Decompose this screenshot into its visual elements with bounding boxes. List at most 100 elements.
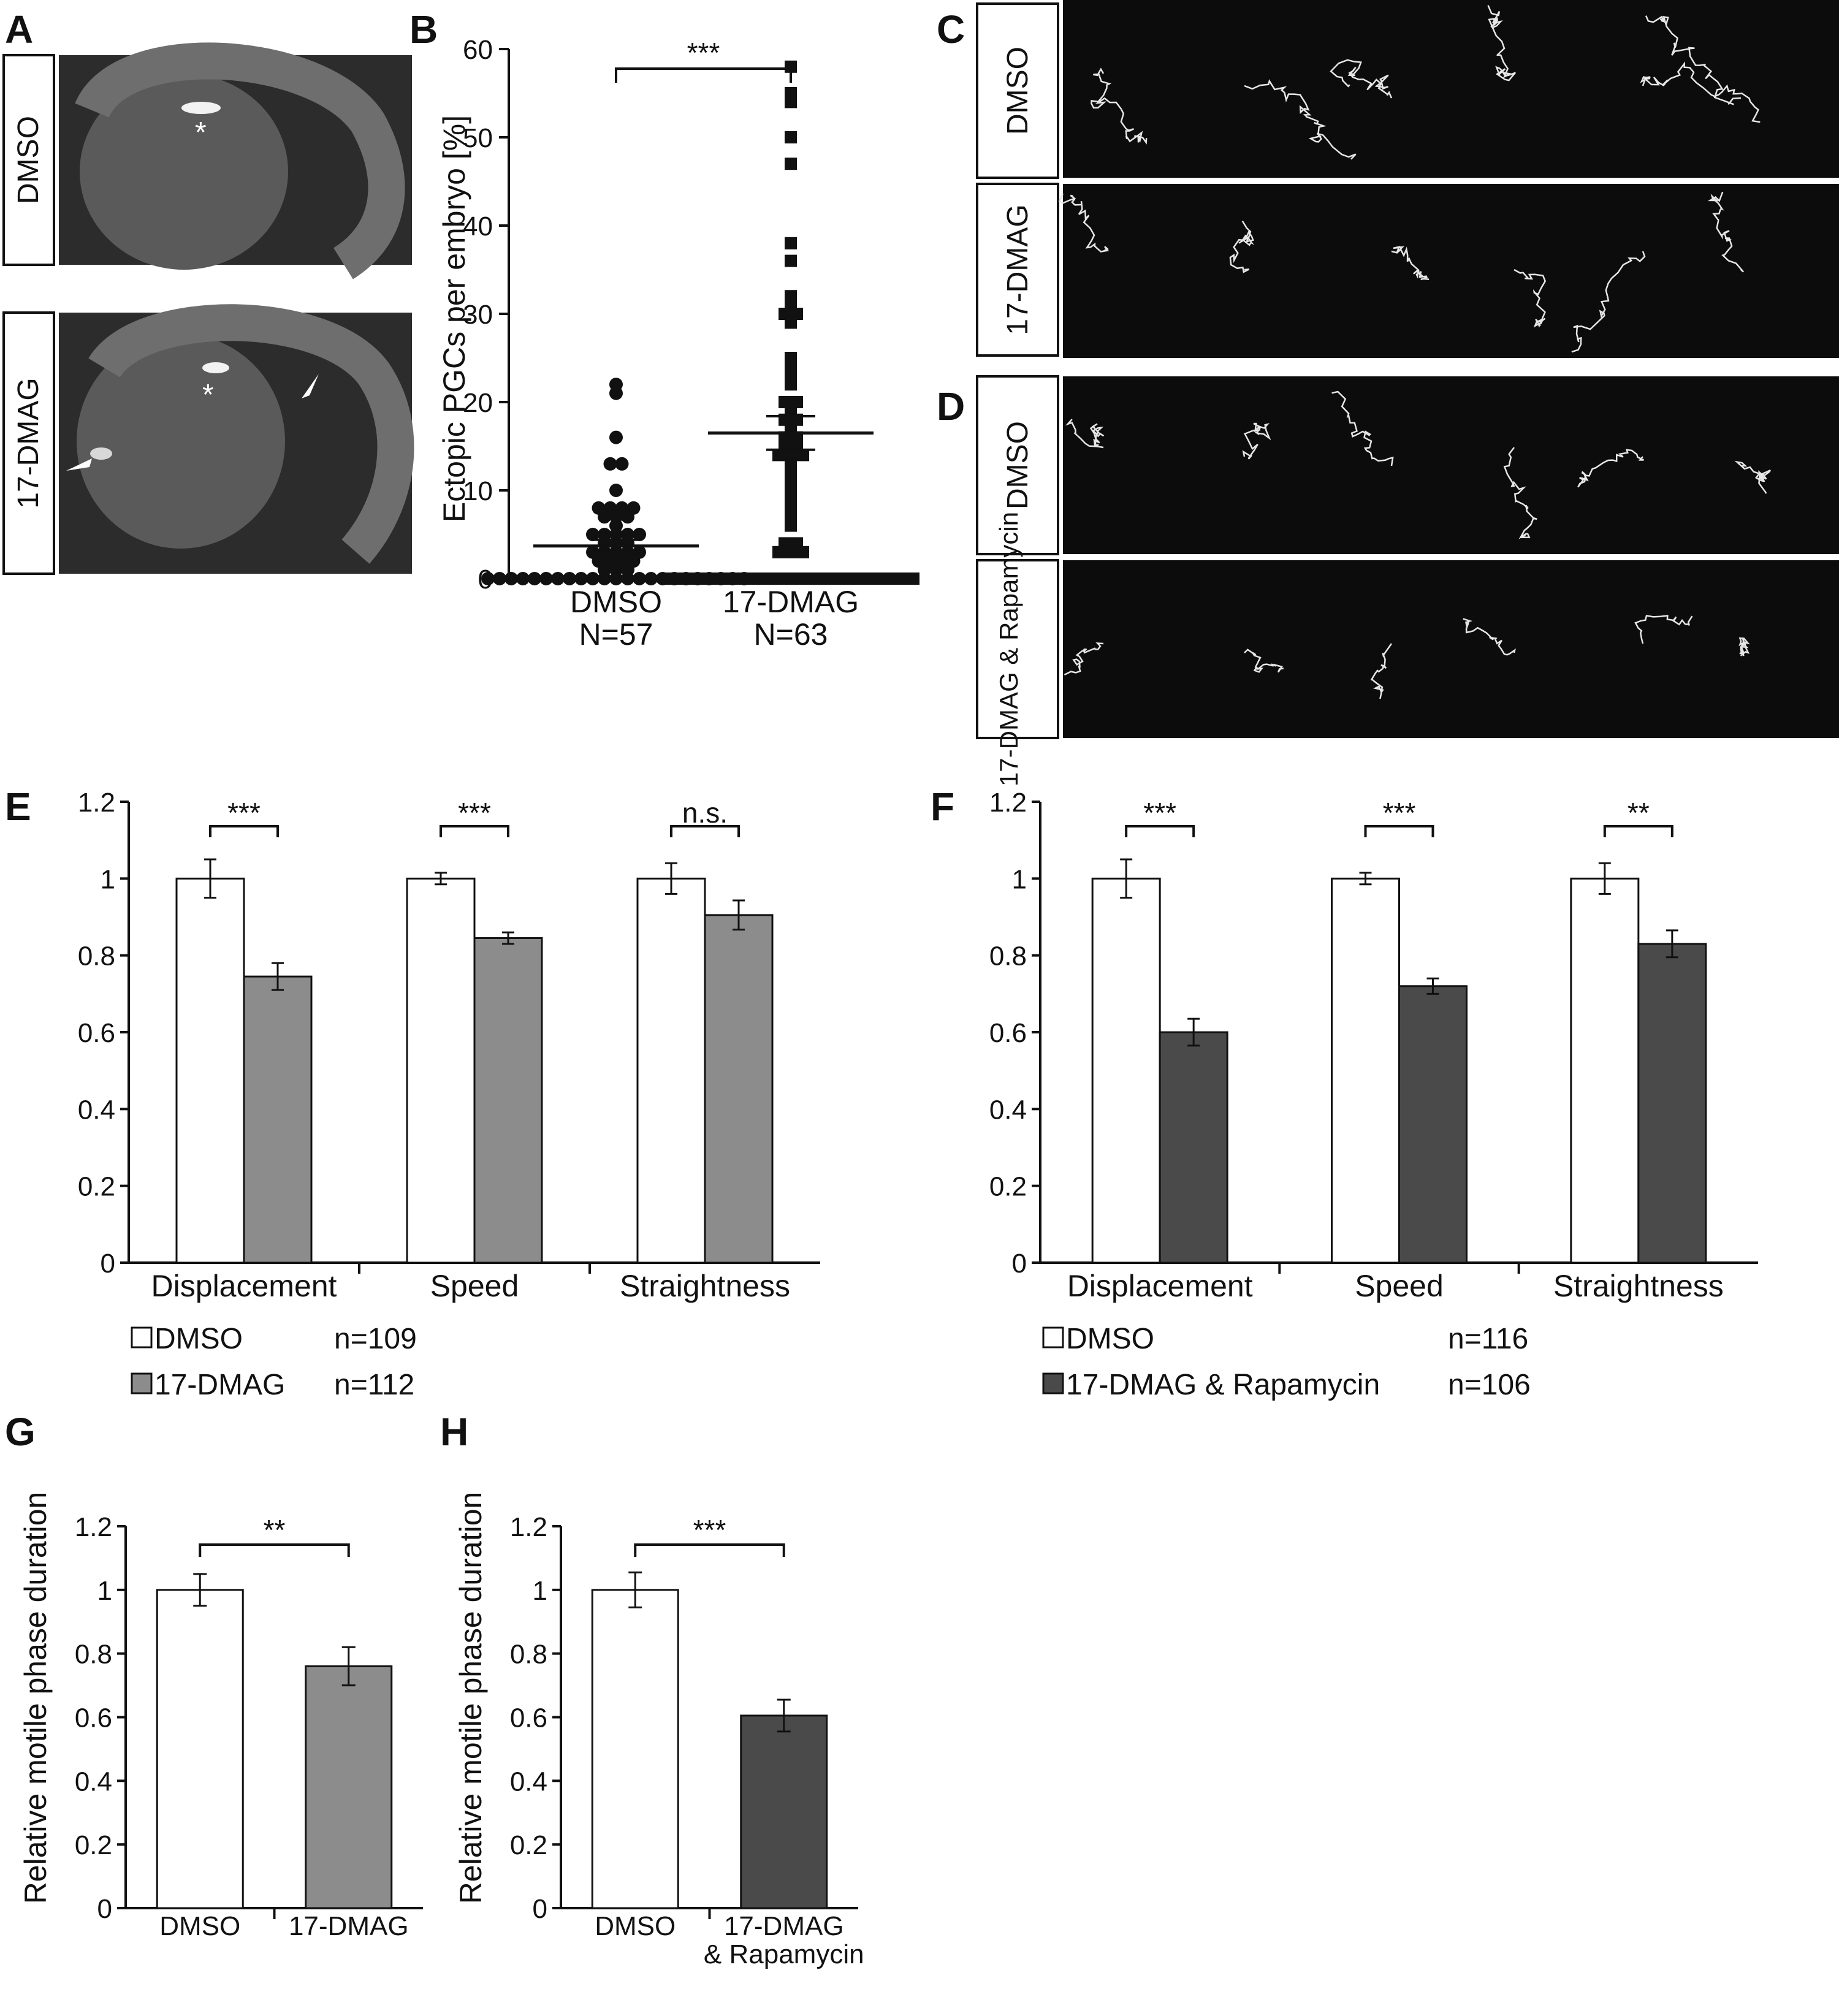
data-point <box>493 572 506 585</box>
data-point <box>574 572 588 585</box>
embryo-body <box>75 42 405 280</box>
cell-track <box>1571 251 1646 353</box>
y-tick-label: 1 <box>533 1576 547 1606</box>
data-point <box>895 572 907 585</box>
asterisk-marker: * <box>195 116 207 149</box>
data-point <box>797 546 809 558</box>
bar <box>406 877 476 1264</box>
y-tick-label: 1 <box>1012 864 1027 894</box>
y-tick-label: 0 <box>97 1894 112 1924</box>
legend-n-label: n=112 <box>334 1369 414 1401</box>
data-point <box>516 572 530 585</box>
panel-letter-f: F <box>931 785 954 829</box>
cell-track <box>1734 460 1772 494</box>
data-point <box>870 572 883 585</box>
data-point <box>633 572 646 585</box>
cell-track <box>1577 449 1644 488</box>
x-category-label: DMSO <box>595 1911 676 1941</box>
x-category-label: DMSO <box>570 585 662 619</box>
group-n-label: N=63 <box>754 617 828 652</box>
data-point <box>772 449 785 462</box>
data-point <box>785 546 797 558</box>
data-point <box>785 572 797 585</box>
data-point <box>760 572 772 585</box>
data-point <box>858 572 870 585</box>
y-tick-label: 30 <box>463 300 493 330</box>
significance-label: *** <box>1143 797 1176 829</box>
b-ylabel: Ectopic PGCs per embryo [%] <box>437 115 471 522</box>
panel-a-row-dmso: DMSO * <box>2 42 412 280</box>
y-tick-label: 50 <box>463 123 493 153</box>
data-point <box>609 386 623 400</box>
x-category-label: Straightness <box>620 1269 790 1303</box>
y-tick-label: 1.2 <box>989 788 1027 818</box>
panel-g: Relative motile phase duration 0 0.2 0.4 0.… <box>18 1492 423 2016</box>
bar <box>1637 943 1707 1264</box>
arrowhead-icon <box>302 374 319 398</box>
panel-letter-h: H <box>440 1410 468 1454</box>
legend-label: DMSO <box>154 1323 243 1355</box>
y-tick-label: 0.8 <box>78 941 115 972</box>
cell-track <box>1640 61 1761 123</box>
panel-f: 0 0.2 0.4 0.6 0.8 1 1.2 *** Displacement *** Speed… <box>989 788 1758 1401</box>
cell-track <box>1064 642 1104 676</box>
data-point <box>785 158 797 170</box>
row-label-dmso: DMSO <box>12 116 45 204</box>
data-point <box>748 572 760 585</box>
data-point <box>834 572 846 585</box>
data-point <box>785 519 797 532</box>
row-label-box <box>976 375 1059 555</box>
d-cell-tracks <box>1064 390 1772 699</box>
data-point <box>586 572 600 585</box>
significance-label: *** <box>458 797 491 829</box>
significance-bracket <box>615 67 792 83</box>
cell-track <box>1091 67 1148 145</box>
data-point <box>785 96 797 108</box>
y-tick-label: 60 <box>463 35 493 65</box>
data-point <box>644 572 658 585</box>
significance-bracket <box>670 825 740 837</box>
data-point <box>785 254 797 267</box>
bar <box>1159 1031 1228 1264</box>
data-point <box>736 572 748 585</box>
bar <box>305 1665 393 1909</box>
yolk-shape <box>77 334 285 549</box>
n-label: n=30 <box>170 2014 230 2016</box>
data-point <box>785 131 797 143</box>
y-tick-label: 0 <box>101 1249 115 1279</box>
n-label: n=30 <box>753 2014 814 2016</box>
data-point <box>598 572 611 585</box>
y-tick-label: 0.2 <box>989 1172 1027 1202</box>
cell-track <box>1242 422 1271 460</box>
bar <box>636 877 706 1264</box>
x-category-label: DMSO <box>159 1911 240 1941</box>
significance-label: *** <box>1383 797 1416 829</box>
asterisk-marker: * <box>202 379 214 411</box>
data-point <box>797 449 809 462</box>
row-label-box <box>976 559 1059 739</box>
cell-track <box>1634 614 1693 644</box>
significance-bracket <box>1125 825 1195 837</box>
y-tick-label: 0.6 <box>989 1018 1027 1048</box>
y-tick-label: 0 <box>1012 1249 1027 1279</box>
n-label: n=30 <box>318 2014 379 2016</box>
x-category-label: Straightness <box>1553 1269 1724 1303</box>
data-point <box>772 572 785 585</box>
data-point <box>551 572 565 585</box>
yolk-shape <box>80 74 288 270</box>
cell-track <box>1513 268 1547 328</box>
y-tick-label: 0 <box>533 1894 547 1924</box>
cell-track <box>1707 191 1745 273</box>
panel-a: DMSO * 17-DMAG * <box>2 42 414 575</box>
h-ylabel: Relative motile phase duration <box>454 1492 488 1904</box>
panel-letter-g: G <box>5 1410 36 1454</box>
g-plot-area: 0 0.2 0.4 0.6 0.8 1 1.2 DMSO n=30 17-DMAG n=30 ** <box>75 1512 423 2016</box>
panel-letter-e: E <box>5 785 31 829</box>
panel-a-row-17dmag: 17-DMAG * <box>2 304 414 575</box>
data-point <box>615 457 629 471</box>
cell-track <box>1370 643 1393 699</box>
significance-bracket <box>199 1543 350 1557</box>
y-tick-label: 10 <box>463 476 493 506</box>
y-tick-label: 0.6 <box>510 1703 547 1733</box>
